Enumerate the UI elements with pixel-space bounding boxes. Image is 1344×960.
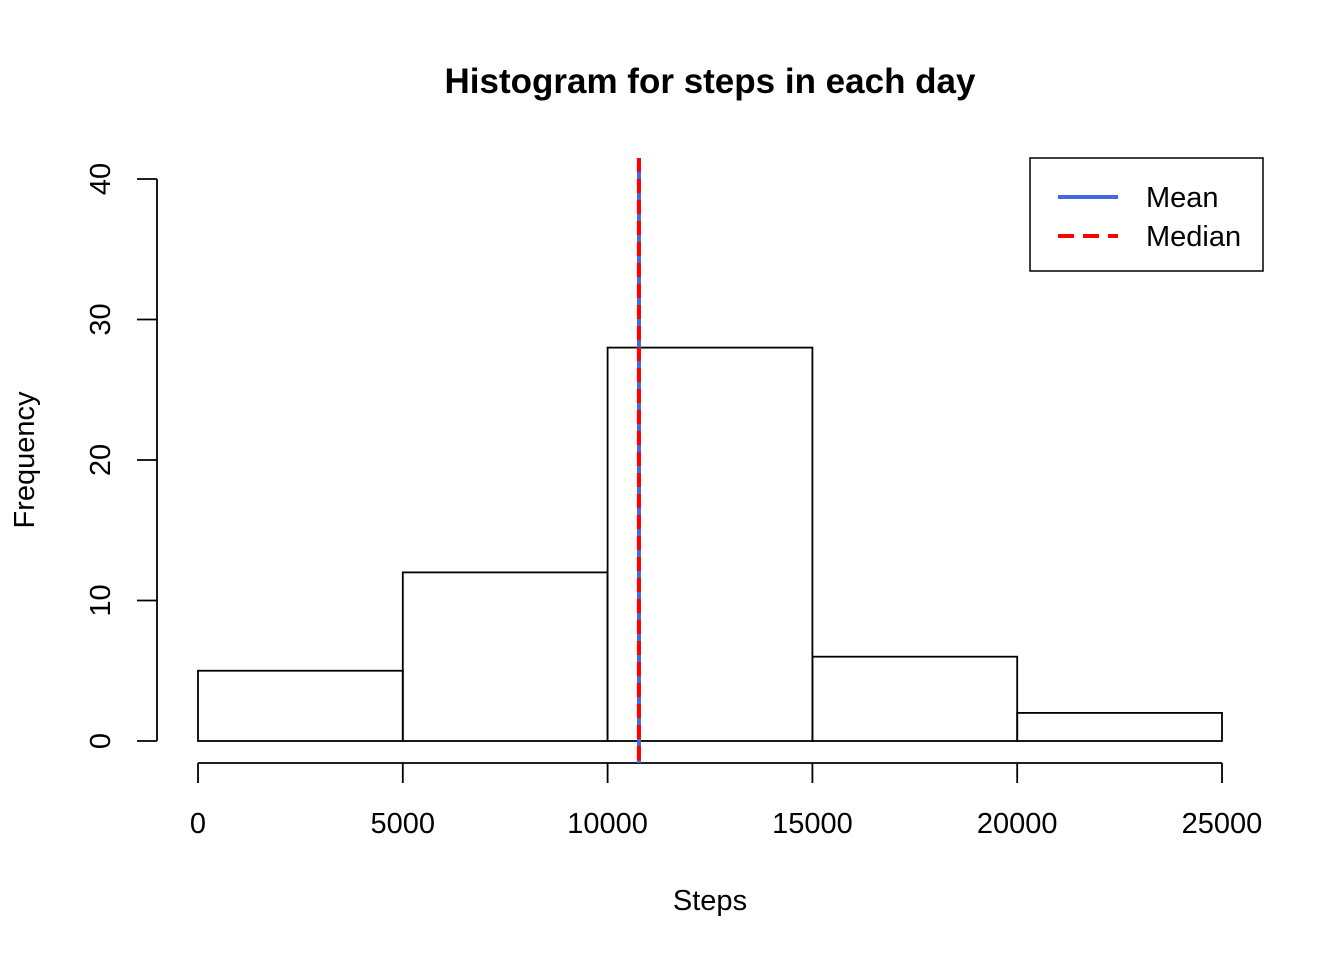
legend-label: Mean [1146,182,1219,214]
y-tick-label: 30 [85,303,117,335]
y-tick-label: 10 [85,584,117,616]
x-axis: 0 5000 10000 15000 20000 25000 [190,762,1263,840]
histogram-bar [1016,712,1223,742]
y-tick-label: 0 [85,733,117,749]
x-tick-label: 10000 [567,808,648,840]
histogram-bar [197,669,404,742]
histogram-bar [401,571,609,742]
legend: Mean Median [1029,157,1264,272]
y-axis: 0 10 20 30 40 [85,163,158,749]
x-tick-label: 0 [190,808,206,840]
y-tick-label: 20 [85,444,117,476]
y-tick-label: 40 [85,163,117,195]
legend-box [1029,157,1264,272]
x-tick-label: 25000 [1182,808,1263,840]
chart-title: Histogram for steps in each day [445,62,977,101]
bars-group [197,346,1223,742]
x-tick-label: 5000 [371,808,436,840]
histogram-bar [811,655,1019,742]
histogram-bar [606,346,814,742]
x-tick-label: 20000 [977,808,1058,840]
x-tick-label: 15000 [772,808,853,840]
x-axis-label: Steps [673,885,747,917]
legend-label: Median [1146,221,1241,253]
y-axis-label: Frequency [9,391,41,529]
